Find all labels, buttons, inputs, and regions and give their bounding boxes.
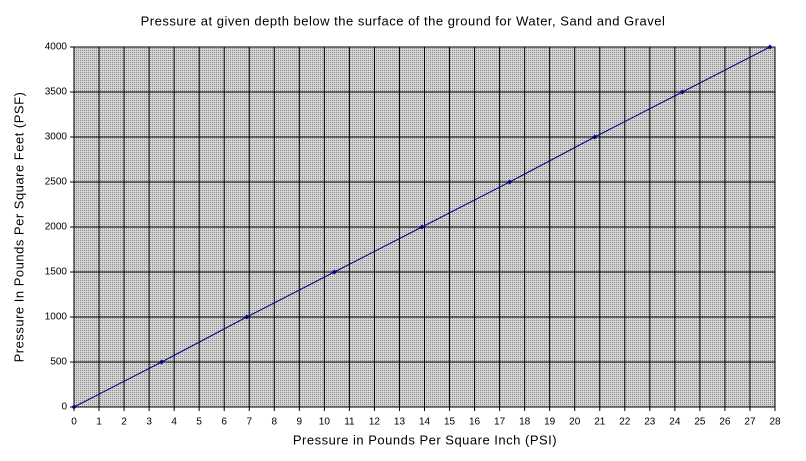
- x-tick-label: 26: [719, 417, 731, 428]
- data-point: [767, 44, 773, 50]
- x-tick-label: 14: [419, 417, 431, 428]
- x-tick-label: 2: [121, 417, 127, 428]
- x-tick-label: 21: [594, 417, 606, 428]
- y-tick-label: 3500: [45, 87, 68, 98]
- x-tick-label: 28: [769, 417, 781, 428]
- x-tick-label: 7: [246, 417, 252, 428]
- x-tick-label: 8: [272, 417, 278, 428]
- y-axis-label: Pressure In Pounds Per Square Feet (PSF): [11, 92, 26, 363]
- y-tick-label: 0: [61, 402, 67, 413]
- data-point: [71, 404, 77, 410]
- y-tick-label: 1000: [45, 312, 68, 323]
- x-tick-label: 0: [71, 417, 77, 428]
- plot-border: [73, 46, 776, 408]
- data-point: [419, 224, 425, 230]
- data-point: [507, 179, 513, 185]
- data-point: [592, 134, 598, 140]
- y-tick-label: 4000: [45, 42, 68, 53]
- x-tick-label: 4: [171, 417, 177, 428]
- x-tick-label: 22: [619, 417, 631, 428]
- y-tick-label: 2500: [45, 177, 68, 188]
- x-tick-label: 25: [694, 417, 706, 428]
- x-tick-label: 11: [344, 417, 355, 428]
- x-tick-label: 23: [644, 417, 656, 428]
- y-tick-label: 500: [50, 357, 67, 368]
- x-tick-label: 20: [569, 417, 581, 428]
- x-tick-label: 15: [444, 417, 456, 428]
- y-tick-label: 1500: [45, 267, 68, 278]
- x-tick-label: 9: [297, 417, 303, 428]
- x-tick-label: 10: [319, 417, 331, 428]
- x-tick-label: 24: [669, 417, 681, 428]
- data-point: [159, 359, 165, 365]
- x-tick-label: 16: [469, 417, 481, 428]
- x-tick-label: 19: [544, 417, 556, 428]
- x-tick-label: 3: [146, 417, 152, 428]
- x-tick-label: 6: [221, 417, 227, 428]
- data-point: [331, 269, 337, 275]
- x-axis-label: Pressure in Pounds Per Square Inch (PSI): [293, 432, 557, 447]
- y-tick-label: 2000: [45, 222, 68, 233]
- y-tick-label: 3000: [45, 132, 68, 143]
- data-point: [244, 314, 250, 320]
- x-tick-label: 18: [519, 417, 531, 428]
- x-tick-label: 17: [494, 417, 506, 428]
- x-tick-label: 12: [369, 417, 381, 428]
- chart-title: Pressure at given depth below the surfac…: [141, 13, 666, 28]
- data-point: [679, 89, 685, 95]
- x-tick-label: 1: [96, 417, 102, 428]
- x-tick-label: 27: [744, 417, 756, 428]
- x-tick-label: 13: [394, 417, 406, 428]
- x-tick-label: 5: [196, 417, 202, 428]
